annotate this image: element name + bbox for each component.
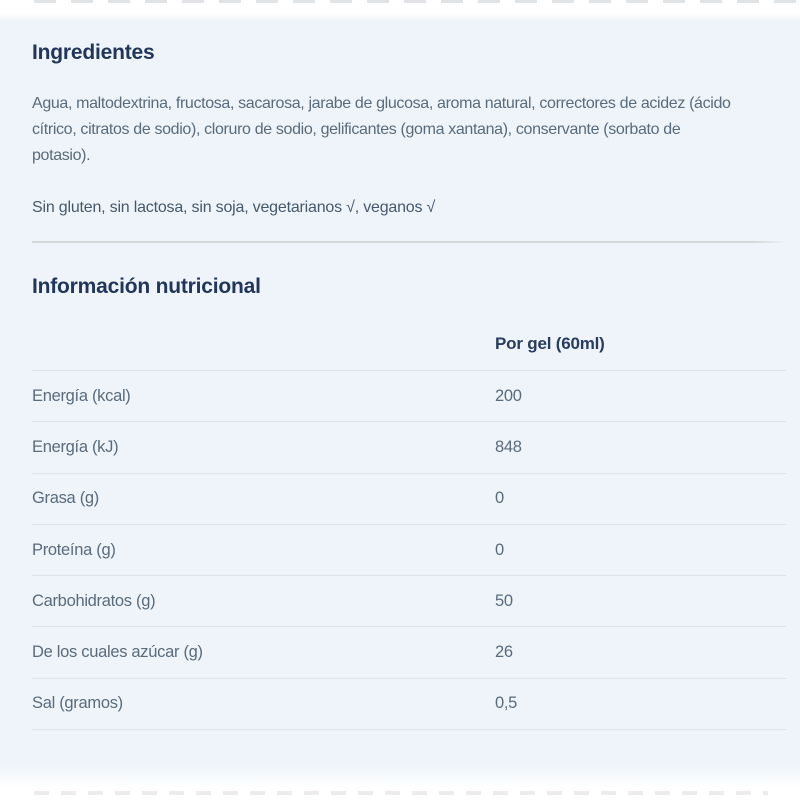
table-row: Carbohidratos (g) 50 [32, 576, 786, 628]
nutrition-table-column-header: Por gel (60ml) [495, 334, 605, 353]
section-divider [32, 241, 786, 243]
product-details-panel: Ingredientes Agua, maltodextrina, fructo… [0, 13, 800, 788]
nutrition-table: Por gel (60ml) Energía (kcal) 200 Energí… [32, 298, 786, 731]
dietary-suitability-note: Sin gluten, sin lactosa, sin soja, veget… [32, 199, 436, 216]
table-row: Energía (kcal) 200 [32, 371, 786, 423]
nutrition-section-title: Información nutricional [32, 275, 261, 298]
ingredients-section-title: Ingredientes [32, 41, 155, 64]
nutrient-value: 0 [495, 489, 504, 508]
nutrient-value: 200 [495, 386, 522, 405]
ingredients-text: Agua, maltodextrina, fructosa, sacarosa,… [32, 64, 786, 169]
top-edge-pattern [34, 0, 800, 3]
nutrient-label: Energía (kJ) [32, 437, 119, 456]
nutrient-value: 26 [495, 643, 513, 662]
ingredients-text-line: potasio). [32, 147, 91, 164]
nutrient-label: Grasa (g) [32, 489, 99, 508]
nutrient-label: De los cuales azúcar (g) [32, 643, 203, 662]
nutrient-label: Carbohidratos (g) [32, 591, 156, 610]
nutrient-value: 848 [495, 437, 522, 456]
nutrient-label: Sal (gramos) [32, 694, 123, 713]
nutrient-value: 0,5 [495, 694, 518, 713]
bottom-edge-pattern [34, 791, 768, 795]
table-row: Sal (gramos) 0,5 [32, 679, 786, 731]
ingredients-text-line: Agua, maltodextrina, fructosa, sacarosa,… [32, 95, 731, 112]
nutrition-table-header: Por gel (60ml) [32, 298, 786, 371]
nutrient-value: 50 [495, 591, 513, 610]
table-row: Grasa (g) 0 [32, 474, 786, 525]
table-row: Energía (kJ) 848 [32, 422, 786, 474]
nutrient-label: Proteína (g) [32, 540, 116, 559]
nutrient-label: Energía (kcal) [32, 386, 131, 405]
table-row: De los cuales azúcar (g) 26 [32, 627, 786, 679]
nutrition-table-header-spacer [32, 334, 495, 354]
ingredients-text-line: cítrico, citratos de sodio), cloruro de … [32, 121, 681, 138]
nutrient-value: 0 [495, 540, 504, 559]
table-row: Proteína (g) 0 [32, 525, 786, 577]
